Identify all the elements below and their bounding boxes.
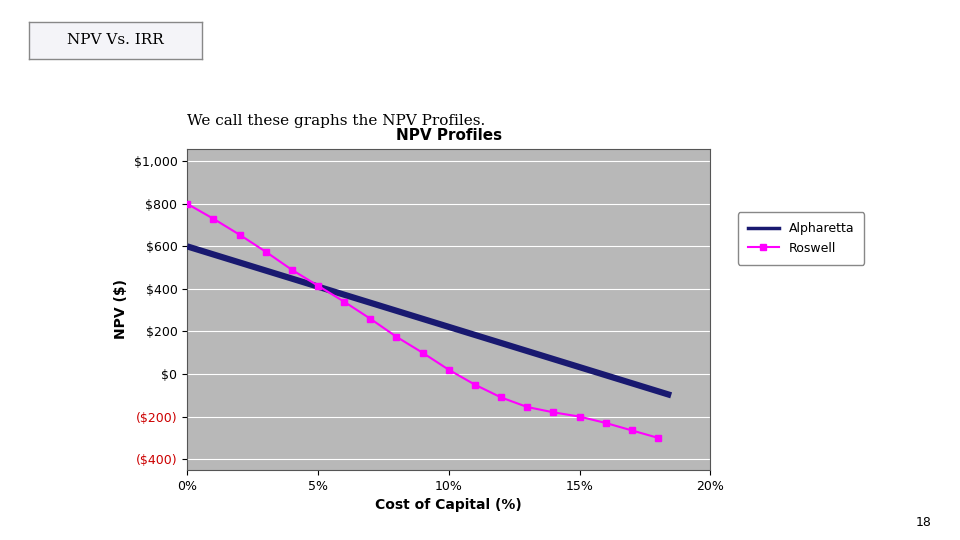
Y-axis label: NPV ($): NPV ($) xyxy=(114,279,128,339)
Text: NPV Vs. IRR: NPV Vs. IRR xyxy=(67,33,163,48)
Text: 18: 18 xyxy=(915,516,931,529)
Legend: Alpharetta, Roswell: Alpharetta, Roswell xyxy=(737,212,864,265)
X-axis label: Cost of Capital (%): Cost of Capital (%) xyxy=(375,498,522,512)
Text: We call these graphs the NPV Profiles.: We call these graphs the NPV Profiles. xyxy=(187,114,486,129)
Title: NPV Profiles: NPV Profiles xyxy=(396,128,502,143)
